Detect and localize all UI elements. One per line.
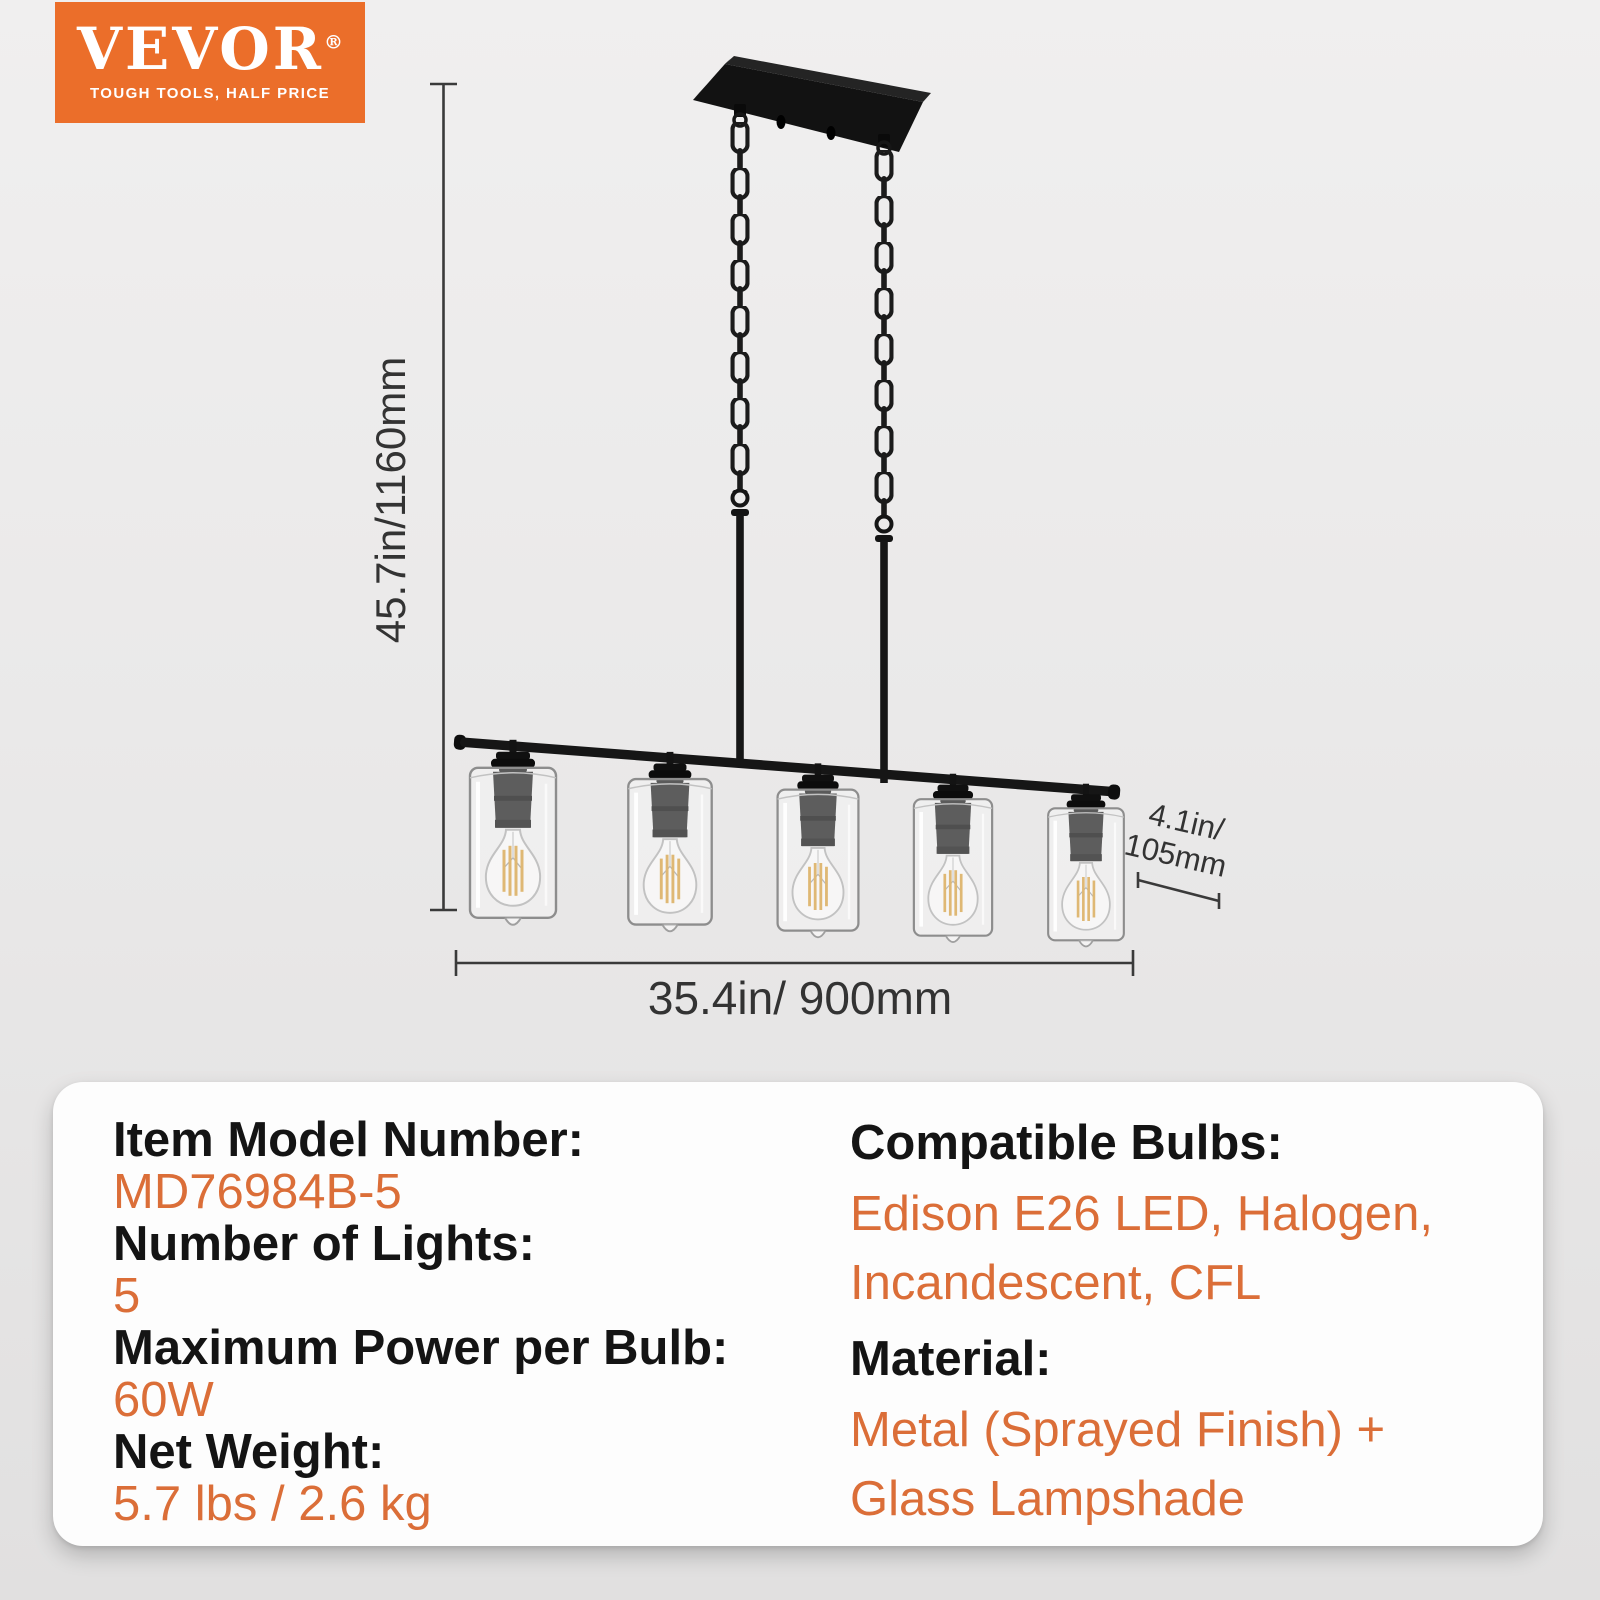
- spec-label-lights: Number of Lights:: [113, 1217, 535, 1271]
- hanging-chain-left: [730, 112, 750, 767]
- height-dimension-line: 45.7in/1160mm: [367, 82, 457, 912]
- spec-label-material: Material:: [850, 1332, 1052, 1386]
- shade-dimension: 4.1in/ 105mm: [1121, 796, 1230, 909]
- light-3: [776, 763, 860, 939]
- ceiling-plate: [693, 56, 931, 152]
- light-5: [1047, 783, 1125, 948]
- height-dimension-label: 45.7in/1160mm: [367, 357, 414, 643]
- spec-value-material-2: Glass Lampshade: [850, 1472, 1245, 1526]
- spec-value-model: MD76984B-5: [113, 1165, 402, 1219]
- spec-value-weight: 5.7 lbs / 2.6 kg: [113, 1477, 432, 1531]
- spec-label-bulbs: Compatible Bulbs:: [850, 1116, 1283, 1170]
- spec-value-bulbs-1: Edison E26 LED, Halogen,: [850, 1187, 1433, 1241]
- spec-label-power: Maximum Power per Bulb:: [113, 1321, 729, 1375]
- brand-name: VEVOR®: [77, 20, 343, 78]
- light-1: [468, 739, 558, 926]
- vevor-logo: VEVOR® TOUGH TOOLS, HALF PRICE: [55, 2, 365, 123]
- spec-column-left: Item Model Number: MD76984B-5 Number of …: [113, 1114, 728, 1530]
- light-fixtures: [468, 739, 1125, 948]
- spec-label-model: Item Model Number:: [113, 1113, 584, 1167]
- spec-group-bulbs: Compatible Bulbs: Edison E26 LED, Haloge…: [850, 1114, 1433, 1318]
- hanging-chain-right: [874, 140, 894, 783]
- width-dimension-label: 35.4in/ 900mm: [648, 972, 952, 1024]
- spec-value-bulbs-2: Incandescent, CFL: [850, 1256, 1262, 1310]
- light-2: [627, 751, 713, 933]
- pendant-light-illustration: 45.7in/1160mm 35.4in/ 900mm 4.1in/ 105mm: [367, 56, 1230, 1024]
- registered-mark: ®: [323, 31, 343, 54]
- spec-group-material: Material: Metal (Sprayed Finish) + Glass…: [850, 1330, 1433, 1534]
- spec-value-lights: 5: [113, 1269, 141, 1323]
- spec-label-weight: Net Weight:: [113, 1425, 385, 1479]
- spec-panel: Item Model Number: MD76984B-5 Number of …: [53, 1082, 1543, 1546]
- light-4: [912, 773, 994, 943]
- width-dimension-line: 35.4in/ 900mm: [454, 950, 1135, 1024]
- brand-name-text: VEVOR: [77, 15, 324, 83]
- spec-value-material-1: Metal (Sprayed Finish) +: [850, 1403, 1386, 1457]
- brand-tagline: TOUGH TOOLS, HALF PRICE: [90, 85, 330, 102]
- spec-value-power: 60W: [113, 1373, 214, 1427]
- spec-column-right: Compatible Bulbs: Edison E26 LED, Haloge…: [850, 1114, 1433, 1534]
